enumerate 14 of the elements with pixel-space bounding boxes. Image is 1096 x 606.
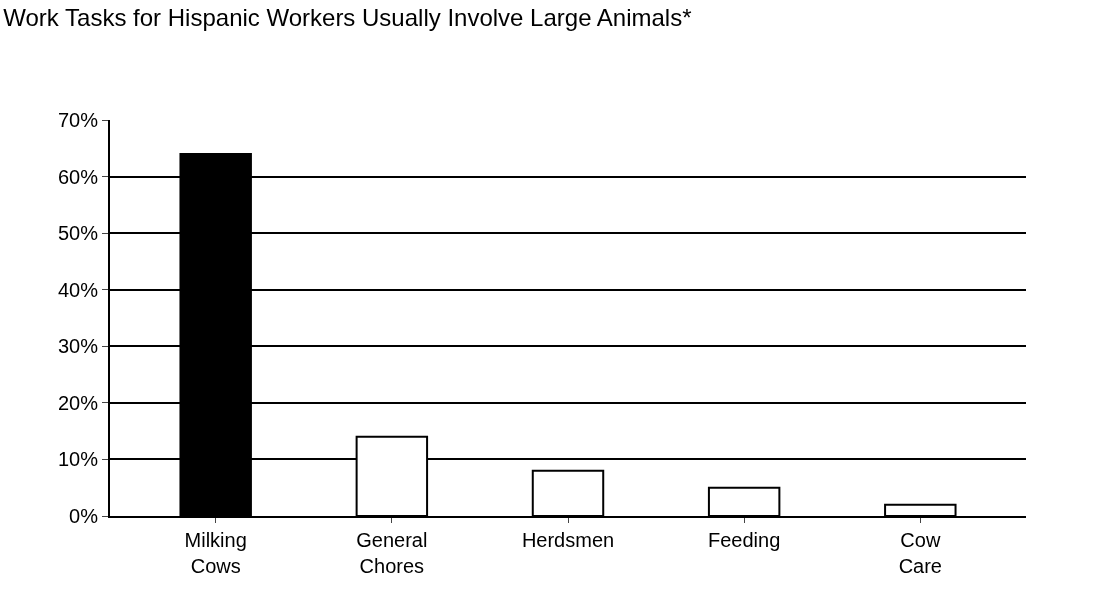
- y-tick-label: 50%: [57, 222, 99, 245]
- chart-title: Work Tasks for Hispanic Workers Usually Involve Large Animals*: [3, 3, 692, 31]
- x-tick-label: Feeding: [708, 529, 781, 551]
- y-tick-label: 70%: [57, 109, 99, 131]
- x-tick-label: General Chores: [356, 529, 428, 577]
- y-tick-label: 20%: [57, 391, 99, 414]
- y-tick-label: 60%: [57, 165, 99, 188]
- x-tick-label: Cow Care: [898, 529, 942, 577]
- x-tick-label: Herdsmen: [521, 529, 615, 551]
- y-tick-label: 40%: [57, 278, 99, 301]
- y-tick-label: 10%: [57, 448, 99, 471]
- y-tick-label: 0%: [69, 505, 99, 527]
- y-tick-label: 30%: [57, 335, 99, 358]
- x-tick-label: Milking Cows: [184, 529, 247, 577]
